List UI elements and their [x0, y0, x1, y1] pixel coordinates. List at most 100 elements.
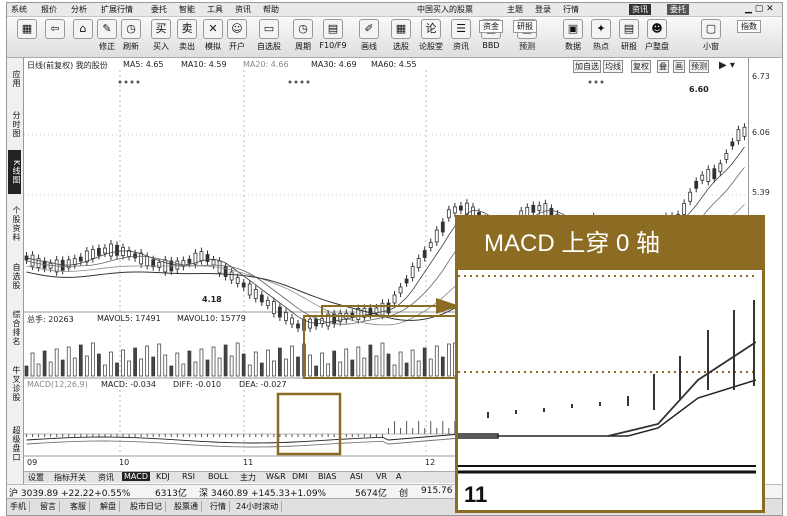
- menu-smart[interactable]: 智能: [179, 5, 195, 14]
- status-rolling-news[interactable]: 24小时滚动: [233, 501, 283, 512]
- menu-analysis[interactable]: 分析: [71, 5, 87, 14]
- add-watchlist-button[interactable]: 加自选: [573, 60, 601, 73]
- signal-dot-5: [294, 80, 298, 84]
- candle-body: [374, 307, 379, 314]
- tab--0[interactable]: 设置: [28, 473, 44, 482]
- sidebar-item-super-panel[interactable]: 超级盘口: [12, 426, 21, 462]
- toolbar-button-doc-11[interactable]: ▤ F10/F9: [319, 19, 347, 55]
- menu-system[interactable]: 系统: [11, 5, 27, 14]
- status-market[interactable]: 行情: [207, 501, 230, 512]
- menu-help[interactable]: 帮助: [263, 5, 279, 14]
- status-stock-pass[interactable]: 股票通: [171, 501, 202, 512]
- toolbar-button-edit-3[interactable]: ✎ 修正: [93, 19, 121, 55]
- toolbar-button-window-22[interactable]: ▢ 小窗: [697, 19, 725, 55]
- toolbar-button-person-8[interactable]: ☺ 开户: [223, 19, 251, 55]
- tab-bias-10[interactable]: BIAS: [318, 472, 337, 481]
- menu-market[interactable]: 行情: [563, 5, 579, 14]
- signal-dot-4: [288, 80, 292, 84]
- toolbar-button-report-20[interactable]: ▤ 研报: [615, 19, 643, 55]
- status-message[interactable]: 留言: [37, 501, 60, 512]
- menu-ext-quote[interactable]: 扩展行情: [101, 5, 133, 14]
- sidebar-item-diagnose[interactable]: 牛叉诊股: [12, 366, 21, 402]
- volume-bar: [72, 357, 77, 377]
- candle-body: [72, 258, 77, 266]
- menu-trade[interactable]: 委托: [151, 5, 167, 14]
- toolbar-button-clock-10[interactable]: ◷ 周期: [289, 19, 317, 55]
- tab-a-13[interactable]: A: [396, 472, 402, 481]
- menu-news[interactable]: 资讯: [235, 5, 251, 14]
- sidebar-item-apps[interactable]: 应用: [12, 70, 21, 88]
- nav-arrows-icon[interactable]: ▶ ▾: [719, 60, 735, 71]
- menu-theme[interactable]: 主题: [507, 5, 523, 14]
- toolbar-tag-1[interactable]: 研报: [513, 20, 537, 33]
- toolbar-button-chat-14[interactable]: 论论股堂: [417, 19, 445, 55]
- toolbar-tag-2[interactable]: 指数: [737, 20, 761, 33]
- tab-vr-12[interactable]: VR: [376, 472, 388, 481]
- candle-body: [277, 306, 282, 318]
- signal-dot-6: [300, 80, 304, 84]
- ma-toggle-button[interactable]: 均线: [603, 60, 623, 73]
- tab--2[interactable]: 资讯: [98, 473, 114, 482]
- toolbar-button-user-21[interactable]: ☻ 户整盘: [643, 19, 671, 55]
- candle-body: [700, 174, 705, 181]
- toolbar-button-buy-5[interactable]: 买买入: [147, 19, 175, 55]
- candle-body: [223, 266, 228, 277]
- sidebar-item-watchlist[interactable]: 自选股: [12, 262, 21, 290]
- candle-body: [103, 247, 107, 254]
- window-controls[interactable]: ▁ ▢ ✕: [745, 4, 774, 14]
- toolbar-button-news-15[interactable]: ☰ 资讯: [447, 19, 475, 55]
- candle-body: [543, 203, 548, 217]
- draw-button[interactable]: 画: [673, 60, 685, 73]
- menu-tools[interactable]: 工具: [207, 5, 223, 14]
- menu-quote[interactable]: 报价: [41, 5, 57, 14]
- clock-icon: ◷: [293, 19, 313, 39]
- tab-dmi-9[interactable]: DMI: [292, 472, 308, 481]
- sidebar-item-kline[interactable]: K线图: [8, 150, 21, 194]
- toolbar-button-label: 选股: [393, 42, 409, 51]
- toolbar-button-logo-0[interactable]: ▦: [13, 19, 41, 55]
- tab-rsi-5[interactable]: RSI: [182, 472, 195, 481]
- candle-body: [362, 307, 367, 318]
- adjust-button[interactable]: 复权: [631, 60, 651, 73]
- tab-kdj-4[interactable]: KDJ: [156, 472, 170, 481]
- tab-asi-11[interactable]: ASI: [350, 472, 363, 481]
- volume-bar: [163, 354, 168, 377]
- volume-bar: [169, 365, 174, 377]
- toolbar-button-clock-4[interactable]: ◷ 刷新: [117, 19, 145, 55]
- sidebar-item-stock-info[interactable]: 个股资料: [12, 206, 21, 242]
- toolbar-tag-0[interactable]: 资金: [479, 20, 503, 33]
- toolbar-button-wrench-7[interactable]: ✕ 模拟: [199, 19, 227, 55]
- toolbar-button-grid-13[interactable]: ▦ 选股: [387, 19, 415, 55]
- status-commentary[interactable]: 解盘: [97, 501, 120, 512]
- menu-trade-tab[interactable]: 委托: [667, 4, 689, 15]
- candle-body: [392, 294, 397, 304]
- volume-bar: [103, 364, 107, 377]
- toolbar-button-data-18[interactable]: ▣ 数据: [559, 19, 587, 55]
- status-service[interactable]: 客服: [67, 501, 90, 512]
- tab--7[interactable]: 主力: [240, 473, 256, 482]
- toolbar-button-monitor-9[interactable]: ▭ 自选股: [255, 19, 283, 55]
- toolbar-button-pen-12[interactable]: ✐ 画线: [355, 19, 383, 55]
- tab-boll-6[interactable]: BOLL: [208, 472, 229, 481]
- status-diary[interactable]: 股市日记: [127, 501, 166, 512]
- forecast-button[interactable]: 预测: [689, 60, 709, 73]
- toolbar-button-label: 研报: [621, 42, 637, 51]
- toolbar-button-fire-19[interactable]: ✦ 热点: [587, 19, 615, 55]
- overlay-button[interactable]: 叠: [657, 60, 669, 73]
- tab-macd-3[interactable]: MACD: [122, 472, 150, 481]
- toolbar-button-home-2[interactable]: ⌂: [69, 19, 97, 55]
- sidebar-item-intraday[interactable]: 分时图: [12, 110, 21, 138]
- tab-wr-8[interactable]: W&R: [266, 472, 286, 481]
- menu-news-tab[interactable]: 资讯: [629, 4, 651, 15]
- toolbar-button-label: 热点: [593, 42, 609, 51]
- toolbar-button-back-1[interactable]: ⇦: [41, 19, 69, 55]
- toolbar-button-sell-6[interactable]: 卖卖出: [173, 19, 201, 55]
- sidebar-item-ranking[interactable]: 综合排名: [12, 310, 21, 346]
- price-tick-low: 5.39: [752, 188, 770, 197]
- status-mobile[interactable]: 手机: [7, 501, 30, 512]
- candle-body: [736, 129, 741, 142]
- tab--1[interactable]: 指标开关: [54, 473, 86, 482]
- volume-bar: [422, 347, 427, 377]
- menu-login[interactable]: 登录: [535, 5, 551, 14]
- sz-turnover: 5674亿: [355, 489, 387, 499]
